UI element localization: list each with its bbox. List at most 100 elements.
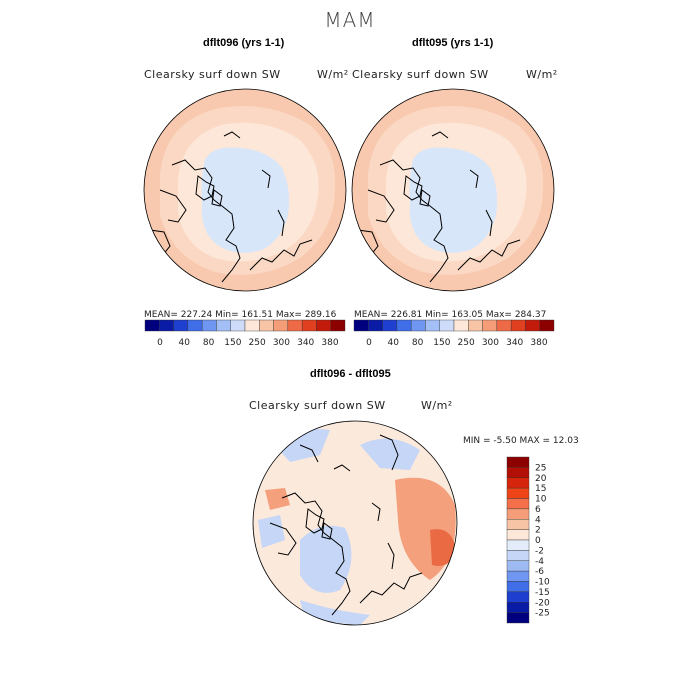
panel2-field-label: Clearsky surf down SW bbox=[352, 68, 489, 81]
colorbar-tick-label: 25 bbox=[535, 463, 546, 473]
colorbar-tick-label: 340 bbox=[297, 338, 314, 348]
coastline-segment bbox=[149, 229, 171, 257]
coastline-segment bbox=[249, 239, 313, 271]
panel2-colorbar: 0 40 80 150 250 300 340 380 bbox=[353, 319, 555, 348]
colorbar-swatch bbox=[510, 319, 526, 332]
colorbar-tick-label: 15 bbox=[535, 484, 546, 494]
diff-field-label: Clearsky surf down SW bbox=[249, 399, 386, 412]
colorbar-swatch bbox=[159, 319, 174, 332]
coastline-segment bbox=[357, 229, 379, 257]
coastline-segment bbox=[269, 522, 297, 556]
colorbar-tick-label: 0 bbox=[535, 536, 541, 546]
coastline-segment bbox=[321, 522, 333, 540]
colorbar-swatch bbox=[273, 319, 289, 332]
coastline-segment bbox=[419, 189, 431, 207]
diff-stats: MIN = -5.50 MAX = 12.03 bbox=[463, 436, 579, 446]
coastline-segment bbox=[305, 508, 325, 534]
coastline-segment bbox=[171, 159, 241, 283]
colorbar-swatch bbox=[506, 560, 530, 572]
colorbar-swatch bbox=[468, 319, 483, 332]
panel2-coastlines bbox=[357, 131, 521, 283]
top-colorbars: 0 40 80 150 250 300 340 380 0 40 80 150 250 300 340 38… bbox=[144, 319, 555, 348]
colorbar-swatch bbox=[316, 319, 331, 332]
colorbar-tick-label: -20 bbox=[535, 598, 550, 608]
colorbar-swatch bbox=[244, 319, 260, 332]
colorbar-tick-label: -4 bbox=[535, 557, 544, 567]
colorbar-swatch bbox=[506, 581, 530, 593]
panel2-title: dflt095 (yrs 1-1) bbox=[412, 37, 494, 49]
diff-negative-patch bbox=[360, 438, 420, 470]
colorbar-swatch bbox=[353, 319, 369, 332]
coastline-segment bbox=[457, 239, 521, 271]
colorbar-swatch bbox=[506, 570, 530, 582]
colorbar-swatch bbox=[482, 319, 498, 332]
colorbar-tick-label: -10 bbox=[535, 578, 550, 588]
panel1-coastlines bbox=[149, 131, 313, 283]
colorbar-tick-label: 0 bbox=[157, 338, 163, 348]
panel1-map bbox=[144, 89, 346, 291]
panel1-units: W/m² bbox=[317, 68, 349, 81]
colorbar-tick-label: -25 bbox=[535, 609, 550, 619]
colorbar-swatch bbox=[425, 319, 440, 332]
diff-title: dflt096 - dflt095 bbox=[310, 368, 391, 380]
colorbar-swatch bbox=[439, 319, 455, 332]
colorbar-tick-label: 340 bbox=[506, 338, 523, 348]
colorbar-swatch bbox=[216, 319, 231, 332]
coastline-segment bbox=[159, 189, 187, 223]
diff-units: W/m² bbox=[421, 399, 453, 412]
panel2-map bbox=[352, 89, 554, 291]
diff-negative-patch bbox=[300, 525, 352, 593]
coastline-segment bbox=[223, 131, 241, 139]
colorbar-swatch bbox=[506, 591, 530, 603]
colorbar-swatch bbox=[506, 477, 530, 489]
colorbar-tick-label: 80 bbox=[412, 338, 424, 348]
colorbar-swatch bbox=[506, 498, 530, 510]
coastline-segment bbox=[367, 189, 395, 223]
colorbar-swatch bbox=[144, 319, 160, 332]
colorbar-swatch bbox=[506, 539, 530, 551]
coastline-segment bbox=[281, 492, 351, 616]
colorbar-swatch bbox=[259, 319, 274, 332]
coastline-segment bbox=[371, 502, 381, 522]
colorbar-tick-label: 2 bbox=[535, 526, 541, 536]
coastline-segment bbox=[403, 175, 423, 201]
coastline-segment bbox=[299, 444, 319, 463]
coastline-segment bbox=[333, 464, 351, 472]
colorbar-swatch bbox=[506, 467, 530, 478]
coastline-segment bbox=[195, 175, 215, 201]
diff-map bbox=[253, 421, 457, 625]
colorbar-swatch bbox=[506, 508, 530, 520]
colorbar-swatch bbox=[396, 319, 412, 332]
diff-positive-patch bbox=[265, 488, 290, 510]
colorbar-swatch bbox=[330, 319, 346, 332]
colorbar-swatch bbox=[506, 612, 530, 624]
colorbar-swatch bbox=[496, 319, 512, 332]
colorbar-tick-label: 300 bbox=[273, 338, 290, 348]
colorbar-tick-label: 6 bbox=[535, 505, 541, 515]
colorbar-swatch bbox=[506, 519, 530, 530]
colorbar-swatch bbox=[368, 319, 383, 332]
panel1-stats: MEAN= 227.24 Min= 161.51 Max= 289.16 bbox=[144, 310, 337, 320]
colorbar-tick-label: -2 bbox=[535, 546, 544, 556]
colorbar-swatch bbox=[506, 550, 530, 561]
colorbar-swatch bbox=[301, 319, 317, 332]
colorbar-swatch bbox=[230, 319, 246, 332]
diff-coastlines bbox=[269, 434, 423, 616]
panel2-stats: MEAN= 226.81 Min= 163.05 Max= 284.37 bbox=[354, 310, 547, 320]
panel1-field-label: Clearsky surf down SW bbox=[144, 68, 281, 81]
colorbar-swatch bbox=[506, 602, 530, 613]
colorbar-swatch bbox=[187, 319, 203, 332]
colorbar-tick-label: 0 bbox=[366, 338, 372, 348]
colorbar-swatch bbox=[539, 319, 555, 332]
colorbar-tick-label: 250 bbox=[249, 338, 266, 348]
colorbar-tick-label: 40 bbox=[179, 338, 191, 348]
diff-strong-positive-patch bbox=[430, 529, 456, 566]
colorbar-swatch bbox=[506, 487, 530, 499]
coastline-segment bbox=[387, 542, 395, 570]
colorbar-swatch bbox=[201, 319, 217, 332]
colorbar-tick-label: 380 bbox=[530, 338, 547, 348]
coastline-segment bbox=[211, 189, 223, 207]
colorbar-tick-label: -6 bbox=[535, 567, 544, 577]
